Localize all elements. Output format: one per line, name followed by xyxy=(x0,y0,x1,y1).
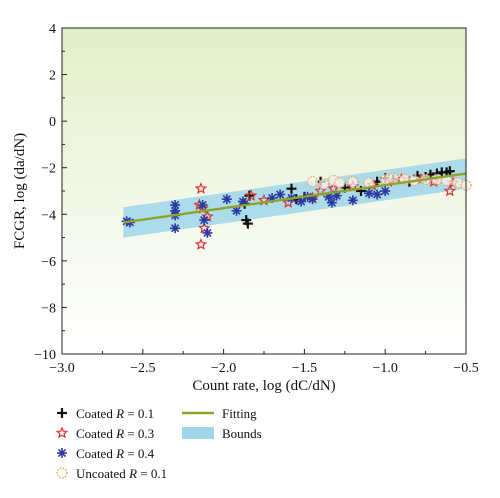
data-point xyxy=(244,189,258,201)
x-axis: −3.0 −2.5 −2.0 −1.5 −1.0 −0.5 xyxy=(49,349,479,376)
y-axis: 4 2 0 −2 −4 −6 −8 −10 xyxy=(34,22,67,363)
data-point xyxy=(197,199,208,210)
data-point xyxy=(199,215,210,226)
legend-label: Uncoated R = 0.1 xyxy=(76,466,167,481)
data-point xyxy=(221,194,232,205)
legend-label: Coated R = 0.4 xyxy=(76,446,155,461)
data-point xyxy=(363,177,375,189)
data-point xyxy=(286,183,297,194)
legend-item: Coated R = 0.4 xyxy=(57,446,155,461)
x-tick-label: −2.0 xyxy=(211,361,236,376)
legend-label: Coated R = 0.1 xyxy=(76,406,154,421)
fitting-line-layer xyxy=(123,172,467,224)
legend-item: Coated R = 0.3 xyxy=(55,426,154,441)
data-point xyxy=(241,215,252,226)
data-point xyxy=(202,227,213,238)
data-point xyxy=(170,223,181,234)
data-point xyxy=(444,166,455,177)
data-point xyxy=(443,184,457,197)
y-axis-label: FCGR, log (da/dN) xyxy=(12,133,28,249)
data-point xyxy=(334,177,346,189)
y-tick-label: 4 xyxy=(49,22,56,37)
legend-label: Bounds xyxy=(222,426,262,441)
y-tick-label: 0 xyxy=(49,115,56,130)
legend-marker xyxy=(57,408,67,418)
data-point xyxy=(194,237,208,250)
legend: Coated R = 0.1 Coated R = 0.3 Coated R = 0… xyxy=(55,406,262,481)
legend-item: Coated R = 0.1 xyxy=(57,406,154,421)
x-tick-label: −1.5 xyxy=(292,361,317,376)
data-points-layer xyxy=(121,166,472,250)
x-tick-label: −3.0 xyxy=(49,361,74,376)
data-point xyxy=(327,182,340,194)
data-point xyxy=(326,197,337,208)
y-tick-label: −10 xyxy=(34,348,56,363)
legend-marker xyxy=(56,467,68,479)
data-point xyxy=(307,194,318,205)
x-tick-label: −0.5 xyxy=(453,361,478,376)
legend-item: Uncoated R = 0.1 xyxy=(56,466,167,481)
legend-label: Fitting xyxy=(222,406,257,421)
y-tick-label: −2 xyxy=(41,162,56,177)
y-tick-label: 2 xyxy=(49,69,56,84)
legend-marker xyxy=(55,426,69,439)
data-point xyxy=(275,189,286,200)
data-point xyxy=(380,186,391,196)
y-tick-label: −6 xyxy=(41,255,56,270)
legend-swatch xyxy=(182,427,214,439)
y-tick-label: −4 xyxy=(41,208,56,223)
data-point xyxy=(440,174,453,187)
legend-item: Bounds xyxy=(182,426,262,441)
data-point xyxy=(347,175,359,188)
y-tick-label: −8 xyxy=(41,301,56,316)
data-point xyxy=(364,188,375,199)
data-point xyxy=(194,182,208,194)
data-point xyxy=(306,175,319,188)
data-point xyxy=(318,178,330,190)
legend-label: Coated R = 0.3 xyxy=(76,426,154,441)
data-point xyxy=(387,172,399,184)
x-tick-label: −1.0 xyxy=(372,361,397,376)
data-point xyxy=(347,195,358,206)
fitting-line xyxy=(123,172,467,224)
x-tick-label: −2.5 xyxy=(130,361,155,376)
series-4 xyxy=(306,172,472,191)
x-axis-label: Count rate, log (dC/dN) xyxy=(192,378,335,394)
data-point xyxy=(372,189,383,200)
data-point xyxy=(201,210,214,222)
legend-item: Fitting xyxy=(182,406,257,421)
legend-marker xyxy=(57,448,67,458)
